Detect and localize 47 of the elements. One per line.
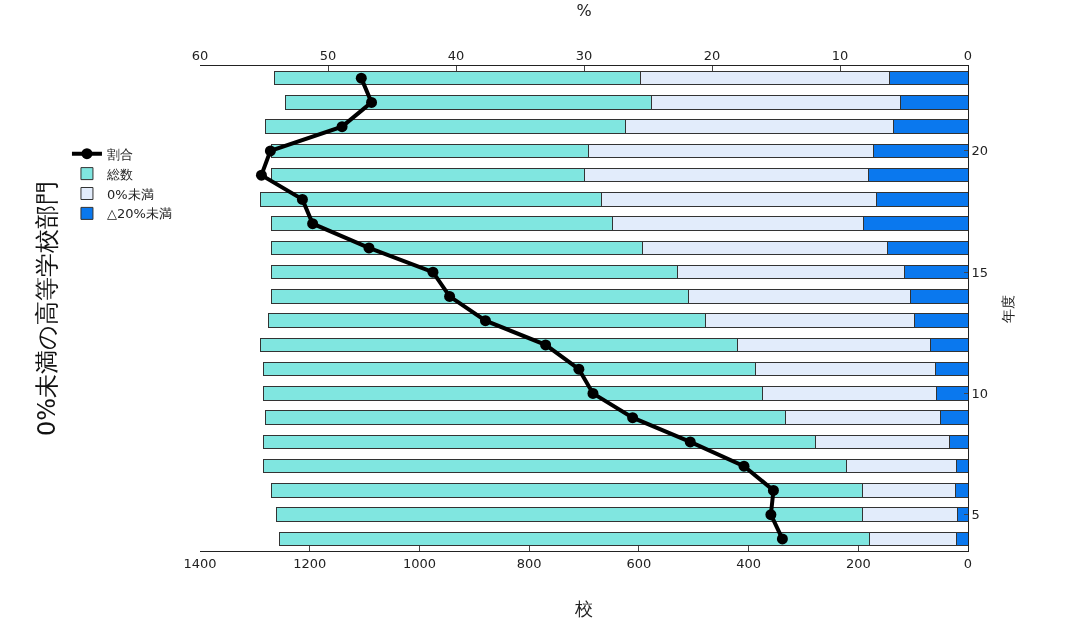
point <box>355 72 367 84</box>
point <box>264 145 276 157</box>
legend-label: 総数 <box>105 166 133 182</box>
y-tick-label: 5 <box>971 507 980 523</box>
point <box>444 290 456 302</box>
x2-tick-label: 0 <box>963 47 973 63</box>
legend-label: 割合 <box>106 146 133 162</box>
point <box>776 533 788 545</box>
x-axis-title: 校 <box>574 598 593 619</box>
y-tick-label: 10 <box>971 385 989 401</box>
x2-tick-label: 30 <box>575 47 593 63</box>
point <box>336 121 348 133</box>
point <box>363 242 375 254</box>
x2-axis-title: % <box>576 1 592 20</box>
point <box>366 96 378 108</box>
x-tick-label: 600 <box>626 555 652 571</box>
x-tick-label: 1200 <box>293 555 327 571</box>
point <box>307 218 319 230</box>
y-axis-title: 年度 <box>1000 294 1016 323</box>
x2-tick-label: 40 <box>447 47 465 63</box>
point <box>255 169 267 181</box>
x-tick-label: 1000 <box>402 555 436 571</box>
point <box>587 387 599 399</box>
point <box>684 436 696 448</box>
x-tick-label: 1400 <box>183 555 217 571</box>
point <box>767 484 779 496</box>
point <box>427 266 439 278</box>
x2-tick-label: 20 <box>703 47 721 63</box>
point <box>479 315 491 327</box>
x2-tick-label: 10 <box>831 47 849 63</box>
point <box>627 412 639 424</box>
x2-tick-label: 60 <box>191 47 209 63</box>
point <box>738 460 750 472</box>
x2-tick-label: 50 <box>319 47 337 63</box>
legend-label: 0%未満 <box>106 186 154 202</box>
x-tick-label: 400 <box>736 555 761 571</box>
x-tick-label: 0 <box>963 555 973 571</box>
point <box>296 193 308 205</box>
y-tick-label: 20 <box>971 143 989 159</box>
legend-label: △20%未満 <box>106 206 172 222</box>
x-tick-label: 800 <box>516 555 542 571</box>
y-tick-label: 15 <box>971 264 989 280</box>
point <box>540 339 552 351</box>
x-tick-label: 200 <box>845 555 871 571</box>
point <box>573 363 585 375</box>
text: 0%未満の高等学校部門 <box>32 180 61 436</box>
point <box>765 509 777 521</box>
